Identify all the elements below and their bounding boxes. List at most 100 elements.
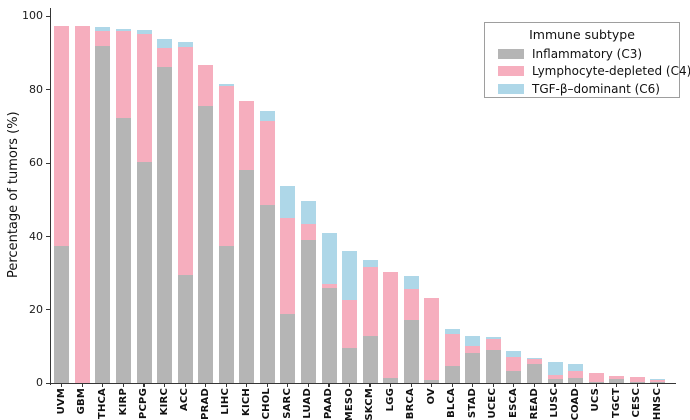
bar-segment-HNSC (650, 380, 666, 382)
bar-segment-UVM (54, 245, 70, 384)
x-tick-mark (636, 383, 638, 387)
bar-segment-READ (527, 359, 542, 364)
bar-segment-ESCA (506, 370, 522, 384)
y-tick-label: 100 (22, 9, 43, 23)
bar-segment-TGCT (609, 378, 625, 384)
x-tick-label: UVM (55, 388, 67, 415)
y-tick-mark (45, 382, 50, 384)
bar-segment-KIRP (116, 31, 131, 118)
y-tick-label: 80 (29, 82, 43, 96)
bar-segment-MESO (342, 348, 357, 384)
x-tick-mark (348, 383, 351, 387)
y-tick-mark (45, 235, 50, 238)
y-tick-mark (45, 309, 50, 311)
y-tick-label: 0 (36, 376, 43, 390)
bar-segment-MESO (342, 300, 357, 349)
legend: Immune subtype Inflammatory (C3) Lymphocy… (484, 22, 690, 98)
x-tick-mark (574, 383, 577, 387)
bar-segment-UCEC (485, 338, 501, 351)
x-tick-mark (287, 383, 289, 387)
legend-entry: TGF-β–dominant (C6) (485, 80, 679, 98)
x-tick-mark (410, 383, 412, 387)
x-tick-mark (61, 383, 63, 387)
bar-segment-UCS (588, 382, 604, 384)
x-tick-label: PRAD (199, 388, 211, 420)
bar-segment-PRAD (198, 64, 214, 106)
bar-segment-ESCA (506, 351, 522, 358)
bar-segment-KIRP (116, 28, 131, 32)
bar-segment-LIHC (218, 86, 234, 246)
bar-segment-OV (424, 379, 440, 384)
bar-segment-ESCA (506, 357, 522, 371)
legend-label: Inflammatory (C3) (532, 46, 643, 61)
y-tick-mark (45, 89, 50, 91)
x-tick-label: LGG (384, 388, 396, 412)
x-tick-label: ESCA (507, 388, 519, 418)
x-tick-label: MESO (343, 388, 355, 420)
x-tick-mark (492, 383, 494, 387)
bar-segment-PAAD (321, 284, 337, 289)
x-tick-label: SARC (281, 388, 293, 419)
bar-segment-LUSC (547, 378, 563, 384)
bar-segment-SKCM (362, 335, 378, 384)
bar-segment-HNSC (650, 378, 666, 381)
x-tick-mark (369, 383, 371, 387)
y-tick-label: 40 (29, 229, 43, 243)
bar-segment-ACC (177, 46, 193, 275)
x-tick-label: UCS (590, 388, 602, 412)
x-tick-mark (164, 383, 166, 387)
x-tick-mark (143, 383, 145, 387)
bar-segment-ACC (177, 275, 193, 384)
legend-swatch (498, 83, 524, 94)
bar-segment-UCEC (485, 350, 501, 384)
x-tick-mark (595, 383, 597, 387)
x-tick-mark (122, 383, 125, 387)
x-tick-mark (533, 383, 536, 387)
bar-segment-CHOL (259, 121, 275, 205)
x-tick-mark (246, 383, 248, 387)
bar-segment-LIHC (218, 83, 234, 87)
legend-title: Immune subtype (529, 27, 635, 42)
legend-label: TGF-β–dominant (C6) (532, 81, 660, 96)
bar-segment-SARC (280, 185, 296, 218)
y-axis-line (50, 8, 52, 385)
x-tick-mark (472, 383, 474, 387)
bar-segment-STAD (465, 336, 481, 346)
y-tick-mark (45, 15, 50, 17)
bar-segment-STAD (465, 353, 481, 384)
bar-segment-ACC (177, 42, 193, 47)
bar-segment-READ (527, 363, 542, 384)
x-tick-label: READ (528, 388, 540, 420)
bar-segment-LUAD (300, 201, 316, 225)
x-tick-label: BRCA (405, 388, 417, 420)
x-tick-label: CESC (631, 388, 643, 418)
bar-segment-LUAD (300, 240, 316, 384)
bar-segment-KIRC (157, 47, 173, 67)
x-tick-label: KIRC (158, 388, 170, 416)
bar-segment-PCPG (136, 34, 152, 163)
bar-segment-SKCM (362, 267, 378, 336)
bar-segment-LGG (383, 378, 399, 384)
bar-segment-CHOL (259, 204, 275, 384)
bar-segment-CESC (629, 382, 645, 384)
legend-label: Lymphocyte-depleted (C4) (532, 64, 690, 79)
x-tick-mark (102, 383, 104, 387)
x-tick-label: SKCM (364, 388, 376, 420)
bar-segment-LUSC (547, 362, 563, 375)
x-tick-mark (328, 383, 330, 387)
x-tick-mark (513, 383, 515, 387)
bar-segment-BLCA (444, 366, 460, 384)
bar-segment-COAD (568, 364, 583, 371)
x-tick-label: PCPG (138, 388, 149, 420)
x-tick-mark (184, 383, 186, 387)
bar-segment-LUSC (547, 374, 563, 379)
bar-segment-UCEC (485, 337, 501, 339)
x-tick-label: TGCT (610, 388, 622, 418)
x-tick-label: LIHC (220, 388, 232, 415)
x-tick-mark (307, 383, 309, 387)
bar-segment-TGCT (609, 376, 625, 379)
x-axis-line (50, 383, 676, 385)
bar-segment-KIRP (116, 118, 131, 384)
legend-entry: Inflammatory (C3) (485, 45, 679, 63)
